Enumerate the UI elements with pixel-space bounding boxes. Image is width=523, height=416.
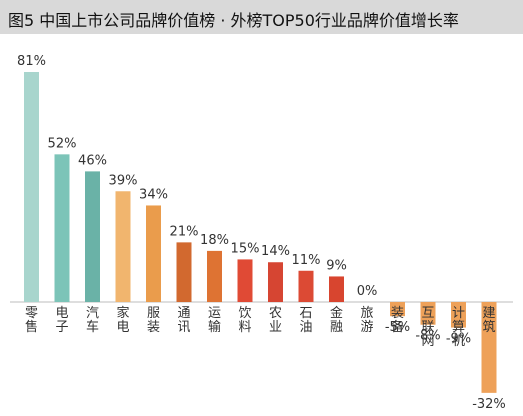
category-label-1: 零售 [25,306,38,335]
bar-4 [115,191,131,302]
bar-15 [451,302,466,328]
data-label-4: 39% [109,173,138,188]
bar-2 [54,154,70,302]
bar-11 [329,276,344,302]
category-label-9: 农业 [269,306,282,335]
data-label-13: -5% [385,320,410,335]
data-label-12: 0% [357,284,378,299]
chart-title: 图5 中国上市公司品牌价值榜 · 外榜TOP50行业品牌价值增长率 [8,11,459,30]
category-label-10: 石油 [299,306,312,335]
bar-8 [237,259,253,302]
category-label-5: 服装 [147,306,160,335]
category-label-7: 运输 [208,306,221,335]
data-label-6: 21% [170,224,199,239]
category-label-8: 饮料 [238,306,251,335]
bar-7 [207,250,222,302]
bar-13 [390,302,405,317]
bar-5 [146,205,161,302]
category-label-13: 装备 [391,306,404,335]
data-label-15: -9% [446,332,471,347]
data-label-10: 11% [292,253,321,268]
category-label-12: 旅游 [360,306,373,335]
title-bar: 图5 中国上市公司品牌价值榜 · 外榜TOP50行业品牌价值增长率 [0,0,523,34]
data-label-1: 81% [17,54,46,69]
category-label-11: 金融 [330,305,343,335]
category-label-15: 计算机 [452,306,465,349]
data-label-11: 9% [326,258,347,273]
category-label-6: 通讯 [177,306,190,335]
data-label-7: 18% [200,233,229,248]
data-label-5: 34% [139,187,168,202]
category-label-3: 汽车 [86,306,99,335]
bar-1 [24,72,39,302]
bar-3 [85,171,100,302]
category-label-16: 建筑 [482,306,495,335]
bar-16 [481,302,497,393]
data-label-8: 15% [231,241,260,256]
bar-6 [176,242,192,302]
data-label-3: 46% [78,153,107,168]
category-label-4: 家电 [116,305,129,335]
data-label-2: 52% [48,136,77,151]
data-label-14: -8% [415,329,440,344]
data-label-16: -32% [472,397,506,412]
data-label-9: 14% [261,244,290,259]
category-label-2: 电子 [55,306,68,335]
category-label-14: 互联网 [421,306,434,349]
bar-10 [298,270,314,302]
bar-9 [268,262,283,302]
bar-14 [420,302,436,325]
